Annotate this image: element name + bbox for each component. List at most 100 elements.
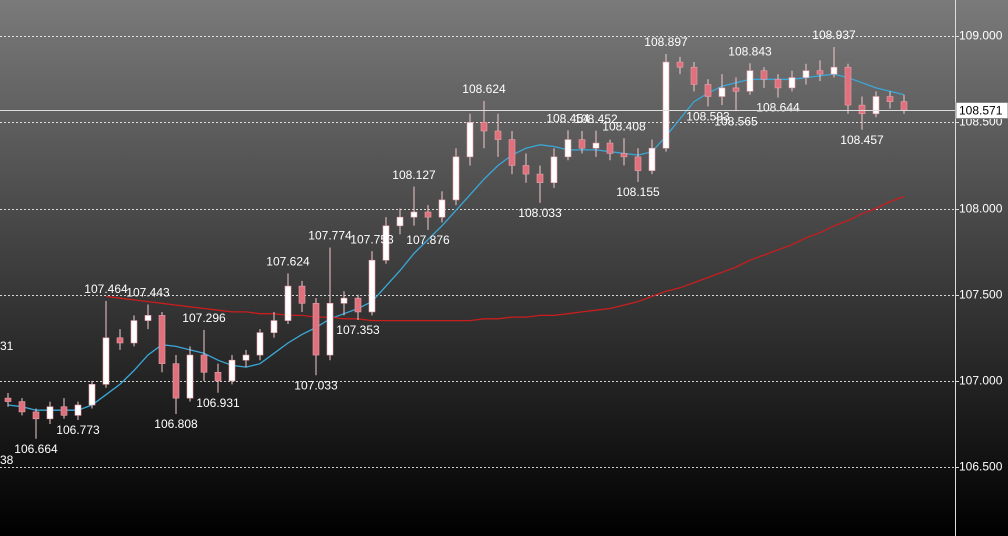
last-price-label: 108.571 xyxy=(959,104,1003,118)
candle-body xyxy=(550,156,558,183)
y-tick-label: 107.000 xyxy=(959,374,1003,388)
price-annotation: 107.033 xyxy=(294,378,338,392)
candle-body xyxy=(634,156,642,171)
candle-body xyxy=(578,139,586,149)
y-tick-label: 106.500 xyxy=(959,460,1003,474)
candle-body xyxy=(494,130,502,140)
candle-body xyxy=(676,61,684,68)
candle-body xyxy=(522,165,530,175)
y-tick-label: 108.000 xyxy=(959,202,1003,216)
candle-body xyxy=(270,320,278,333)
candle-body xyxy=(816,70,824,75)
candle-body xyxy=(158,315,166,364)
candle-body xyxy=(144,315,152,321)
price-annotation: 106.808 xyxy=(154,417,198,431)
candle-body xyxy=(872,96,880,115)
candle-body xyxy=(410,211,418,218)
price-annotation: 107.353 xyxy=(336,323,380,337)
price-annotation: 106.931 xyxy=(196,396,240,410)
price-annotation: 108.624 xyxy=(462,82,506,96)
candle-body xyxy=(620,153,628,158)
candle-body xyxy=(284,285,292,321)
price-annotation: 108.454 xyxy=(546,111,590,125)
candle-body xyxy=(690,66,698,85)
candle-body xyxy=(466,122,474,158)
y-tick-label: 109.000 xyxy=(959,29,1003,43)
candle-body xyxy=(74,404,82,416)
candle-body xyxy=(130,320,138,344)
price-annotation: 108.457 xyxy=(840,133,884,147)
price-annotation: 107.296 xyxy=(182,311,226,325)
candle-body xyxy=(480,122,488,132)
candle-body xyxy=(32,411,40,420)
moving-average-line xyxy=(7,73,905,411)
price-annotation: 108.155 xyxy=(616,185,660,199)
candle-body xyxy=(760,70,768,80)
candle-body xyxy=(746,70,754,92)
price-annotation: 108.565 xyxy=(714,114,758,128)
candle-body xyxy=(116,337,124,344)
candle-body xyxy=(536,173,544,183)
clipped-label: 31 xyxy=(0,339,14,353)
price-annotation: 106.664 xyxy=(14,442,58,456)
clipped-label: 38 xyxy=(0,453,14,467)
price-annotation: 107.753 xyxy=(350,232,394,246)
price-annotation: 107.774 xyxy=(308,229,352,243)
candle-body xyxy=(382,225,390,261)
price-annotation: 108.843 xyxy=(728,44,772,58)
candle-body xyxy=(326,303,334,356)
last-price-box xyxy=(955,102,1008,119)
candle-body xyxy=(214,371,222,382)
price-annotation: 108.452 xyxy=(574,112,618,126)
candle-body xyxy=(774,78,782,89)
candle-body xyxy=(858,104,866,115)
price-annotation: 108.644 xyxy=(756,101,800,115)
candle-body xyxy=(102,337,110,385)
candle-body xyxy=(256,332,264,356)
candle-body xyxy=(46,406,54,420)
candle-body xyxy=(788,77,796,89)
candle-body xyxy=(60,406,68,416)
candle-body xyxy=(886,96,894,102)
candle-body xyxy=(186,354,194,399)
candle-body xyxy=(564,139,572,158)
price-annotation: 108.937 xyxy=(812,28,856,42)
candle-body xyxy=(844,66,852,106)
candle-body xyxy=(592,142,600,149)
candle-body xyxy=(648,147,656,171)
price-annotation: 106.773 xyxy=(56,423,100,437)
candle-body xyxy=(200,354,208,373)
price-annotation: 107.876 xyxy=(406,233,450,247)
candle-body xyxy=(662,61,670,149)
candle-body xyxy=(354,297,362,313)
candle-body xyxy=(312,303,320,356)
candle-body xyxy=(718,87,726,97)
candle-body xyxy=(396,216,404,227)
candle-body xyxy=(424,211,432,218)
candle-body xyxy=(704,84,712,97)
candle-body xyxy=(172,363,180,399)
price-annotation: 108.033 xyxy=(518,206,562,220)
price-annotation: 107.464 xyxy=(84,282,128,296)
candle-body xyxy=(340,297,348,304)
price-annotation: 107.624 xyxy=(266,255,310,269)
candle-body xyxy=(606,142,614,154)
price-annotation: 108.897 xyxy=(644,35,688,49)
candle-body xyxy=(228,359,236,382)
price-annotation: 108.408 xyxy=(602,119,646,133)
y-tick-label: 107.500 xyxy=(959,288,1003,302)
candle-body xyxy=(802,70,810,78)
candle-body xyxy=(732,87,740,92)
candle-body xyxy=(242,354,250,361)
candle-body xyxy=(508,139,516,166)
candle-body xyxy=(18,401,26,413)
moving-average-line xyxy=(105,195,905,322)
candle-body xyxy=(4,397,12,402)
price-annotation: 108.593 xyxy=(686,110,730,124)
candle-body xyxy=(452,156,460,201)
candle-body xyxy=(900,101,908,111)
candle-body xyxy=(438,199,446,218)
